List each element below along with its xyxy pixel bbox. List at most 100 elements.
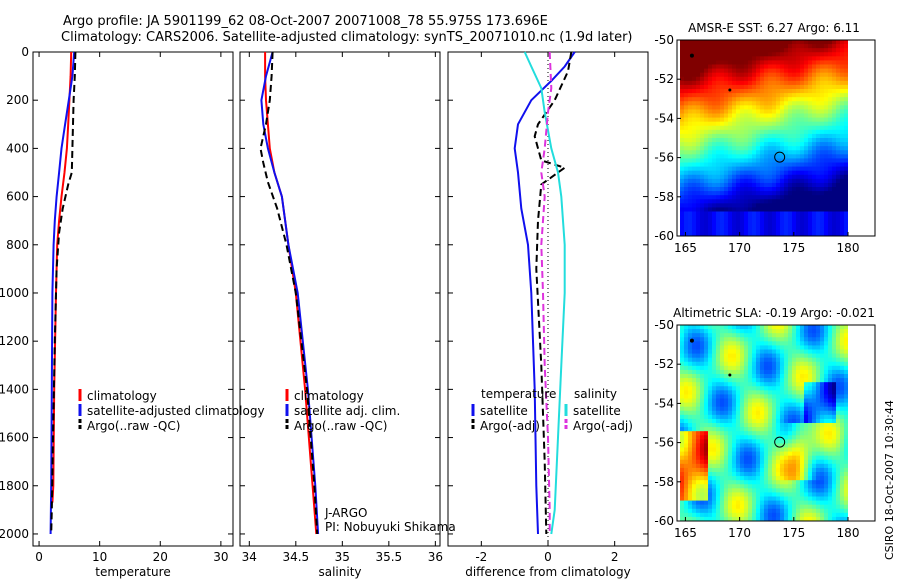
- heatmap-cell: [808, 44, 813, 49]
- heatmap-cell: [696, 467, 701, 473]
- heatmap-cell: [792, 142, 797, 147]
- heatmap-cell: [756, 341, 761, 347]
- heatmap-cell: [804, 382, 809, 387]
- heatmap-cell: [812, 101, 817, 106]
- heatmap-cell: [760, 52, 765, 57]
- heatmap-cell: [748, 109, 753, 115]
- heatmap-cell: [780, 516, 785, 521]
- heatmap-cell: [716, 459, 721, 465]
- heatmap-cell: [784, 52, 789, 57]
- heatmap-cell: [804, 504, 809, 510]
- heatmap-cell: [808, 166, 813, 172]
- heatmap-cell: [724, 504, 729, 510]
- heatmap-cell: [696, 158, 701, 164]
- heatmap-cell: [724, 150, 729, 155]
- heatmap-cell: [832, 516, 837, 521]
- heatmap-cell: [768, 223, 773, 229]
- heatmap-cell: [764, 472, 769, 477]
- heatmap-cell: [756, 52, 761, 57]
- heatmap-cell: [724, 170, 729, 176]
- heatmap-cell: [736, 109, 741, 115]
- heatmap-cell: [772, 40, 777, 45]
- heatmap-cell: [732, 365, 737, 371]
- heatmap-cell: [688, 382, 693, 387]
- heatmap-cell: [708, 386, 713, 391]
- heatmap-cell: [840, 187, 845, 192]
- heatmap-cell: [760, 223, 765, 229]
- heatmap-cell: [844, 56, 848, 62]
- heatmap-cell: [788, 76, 793, 82]
- heatmap-cell: [752, 187, 757, 192]
- heatmap-cell: [748, 427, 753, 432]
- heatmap-cell: [820, 472, 825, 477]
- heatmap-cell: [696, 138, 701, 143]
- heatmap-cell: [748, 56, 753, 62]
- heatmap-cell: [688, 325, 693, 330]
- heatmap-cell: [824, 439, 829, 445]
- heatmap-cell: [724, 349, 729, 355]
- heatmap-cell: [772, 195, 777, 200]
- heatmap-cell: [776, 341, 781, 347]
- heatmap-cell: [844, 52, 848, 57]
- heatmap-cell: [764, 170, 769, 176]
- heatmap-cell: [844, 76, 848, 82]
- heatmap-cell: [764, 341, 769, 347]
- y-tick-label: 1000: [0, 286, 29, 300]
- heatmap-cell: [748, 463, 753, 469]
- heatmap-cell: [832, 374, 837, 379]
- heatmap-cell: [764, 207, 769, 213]
- heatmap-cell: [752, 178, 757, 184]
- heatmap-cell: [760, 504, 765, 510]
- heatmap-cell: [800, 439, 805, 445]
- heatmap-cell: [740, 117, 745, 123]
- heatmap-cell: [796, 410, 801, 416]
- heatmap-cell: [788, 60, 793, 66]
- heatmap-cell: [836, 231, 841, 236]
- heatmap-cell: [796, 211, 801, 217]
- heatmap-cell: [736, 97, 741, 102]
- heatmap-cell: [692, 435, 697, 440]
- heatmap-cell: [696, 133, 701, 139]
- heatmap-cell: [712, 451, 717, 457]
- heatmap-cell: [684, 125, 689, 131]
- heatmap-cell: [708, 158, 713, 164]
- heatmap-cell: [780, 353, 785, 359]
- heatmap-cell: [796, 89, 801, 94]
- heatmap-cell: [740, 365, 745, 371]
- heatmap-cell: [808, 329, 813, 334]
- heatmap-cell: [820, 427, 825, 432]
- heatmap-cell: [844, 109, 848, 115]
- heatmap-cell: [712, 101, 717, 106]
- heatmap-cell: [756, 447, 761, 453]
- heatmap-cell: [760, 207, 765, 213]
- heatmap-cell: [832, 345, 837, 351]
- heatmap-cell: [716, 158, 721, 164]
- heatmap-cell: [812, 480, 817, 485]
- heatmap-cell: [780, 178, 785, 184]
- heatmap-cell: [828, 325, 833, 330]
- heatmap-cell: [708, 374, 713, 379]
- heatmap-cell: [772, 146, 777, 151]
- heatmap-cell: [800, 484, 805, 489]
- heatmap-cell: [840, 203, 845, 209]
- heatmap-cell: [720, 439, 725, 445]
- heatmap-cell: [824, 467, 829, 473]
- heatmap-cell: [720, 93, 725, 98]
- satellite-adj-clim--series: [260, 51, 320, 535]
- heatmap-cell: [736, 207, 741, 213]
- heatmap-cell: [692, 480, 697, 485]
- heatmap-cell: [792, 365, 797, 371]
- heatmap-cell: [780, 496, 785, 502]
- heatmap-cell: [740, 56, 745, 62]
- heatmap-cell: [812, 341, 817, 347]
- heatmap-cell: [808, 93, 813, 98]
- heatmap-cell: [784, 72, 789, 78]
- heatmap-cell: [712, 64, 717, 70]
- heatmap-cell: [692, 512, 697, 518]
- heatmap-cell: [796, 390, 801, 396]
- y-tick-label: -56: [654, 151, 674, 165]
- heatmap-cell: [780, 40, 785, 45]
- heatmap-cell: [724, 382, 729, 387]
- heatmap-cell: [704, 195, 709, 200]
- heatmap-cell: [744, 402, 749, 408]
